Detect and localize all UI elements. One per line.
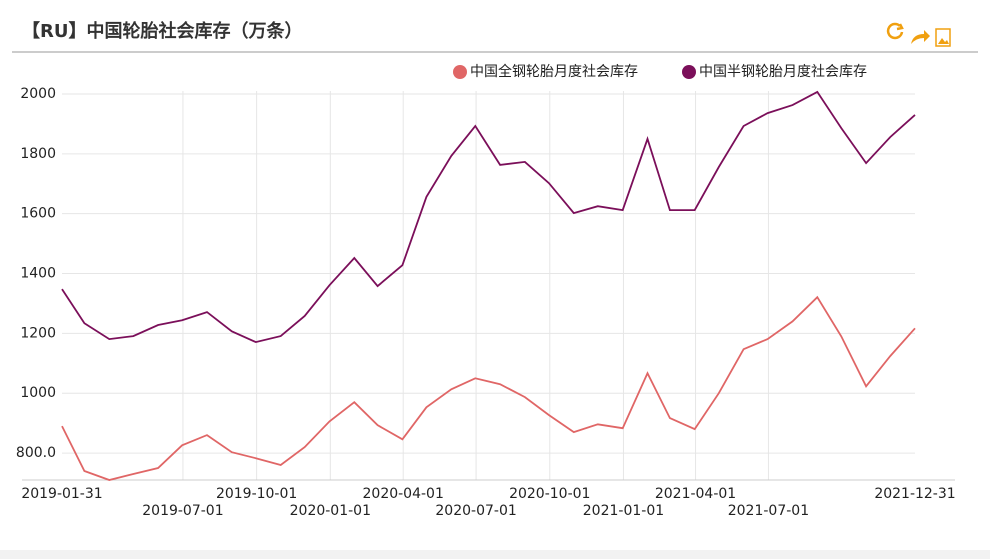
y-tick-label: 1200 xyxy=(20,325,56,341)
x-tick-label: 2020-07-01 xyxy=(435,503,516,519)
x-tick-label: 2020-10-01 xyxy=(509,486,590,502)
y-tick-label: 1000 xyxy=(20,385,56,401)
series-line xyxy=(61,90,916,344)
x-tick-label: 2019-07-01 xyxy=(142,503,223,519)
y-tick-label: 1800 xyxy=(20,146,56,162)
x-tick-label: 2021-04-01 xyxy=(655,486,736,502)
legend-label: 中国全钢轮胎月度社会库存 xyxy=(470,63,638,80)
image-icon-glyph[interactable] xyxy=(938,38,949,44)
legend-marker xyxy=(682,65,696,79)
y-tick-label: 2000 xyxy=(20,86,56,102)
share-icon[interactable] xyxy=(911,30,930,44)
toolbar[interactable] xyxy=(886,22,951,47)
y-tick-label: 1600 xyxy=(20,206,56,222)
refresh-arrow[interactable] xyxy=(896,23,904,31)
x-tick-label: 2020-01-01 xyxy=(290,503,371,519)
x-tick-label: 2019-10-01 xyxy=(216,486,297,502)
image-icon[interactable] xyxy=(935,28,951,47)
legend-marker xyxy=(453,65,467,79)
x-tick-label: 2020-04-01 xyxy=(363,486,444,502)
series-line xyxy=(61,295,916,481)
y-tick-label: 800.0 xyxy=(16,445,56,461)
chart-title: 【RU】中国轮胎社会库存（万条） xyxy=(22,20,302,42)
y-tick-label: 1400 xyxy=(20,266,56,282)
legend-label: 中国半钢轮胎月度社会库存 xyxy=(699,64,867,80)
footer-strip xyxy=(0,550,990,559)
x-tick-label: 2021-07-01 xyxy=(728,503,809,519)
refresh-icon[interactable] xyxy=(886,22,904,40)
x-tick-label: 2021-12-31 xyxy=(874,486,955,502)
x-tick-label: 2021-01-01 xyxy=(583,503,664,519)
x-tick-label: 2019-01-31 xyxy=(21,486,102,502)
